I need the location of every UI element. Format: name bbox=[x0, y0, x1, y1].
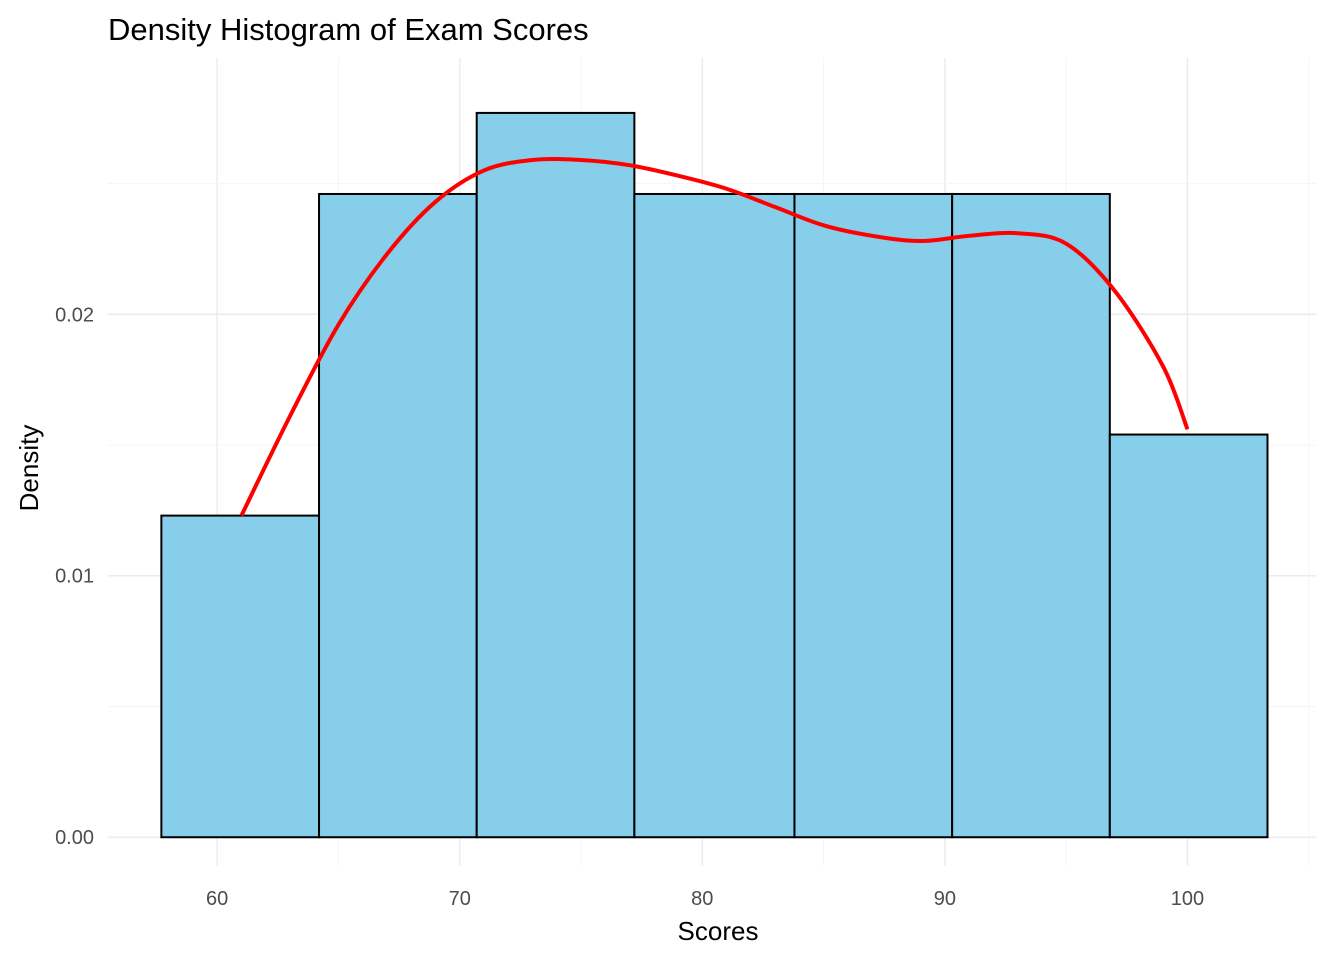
histogram-bar-1 bbox=[160, 514, 321, 839]
x-tick-label: 90 bbox=[934, 888, 956, 910]
y-tick-label: 0.01 bbox=[55, 566, 94, 588]
x-axis-title: Scores bbox=[678, 916, 759, 946]
x-tick-label: 70 bbox=[449, 888, 471, 910]
y-axis-tick-labels: 0.00 0.01 0.02 bbox=[55, 304, 94, 849]
histogram-bar-2 bbox=[318, 192, 478, 839]
density-curve-layer bbox=[239, 156, 1190, 517]
x-tick-label: 80 bbox=[691, 888, 713, 910]
histogram-bar-5 bbox=[793, 192, 954, 839]
histogram-bar-4 bbox=[633, 192, 796, 839]
chart-title: Density Histogram of Exam Scores bbox=[108, 12, 589, 47]
y-tick-label: 0.00 bbox=[55, 827, 94, 849]
histogram-bar-6 bbox=[951, 192, 1111, 839]
x-tick-label: 60 bbox=[206, 888, 228, 910]
x-axis-tick-labels: 60 70 80 90 100 bbox=[206, 888, 1204, 910]
y-tick-label: 0.02 bbox=[55, 304, 94, 326]
density-curve bbox=[239, 156, 1190, 517]
histogram-bar-7 bbox=[1108, 433, 1269, 839]
histogram-bars bbox=[160, 111, 1269, 839]
histogram-bar-3 bbox=[475, 111, 636, 839]
x-tick-label: 100 bbox=[1171, 888, 1204, 910]
y-axis-title: Density bbox=[14, 425, 44, 512]
